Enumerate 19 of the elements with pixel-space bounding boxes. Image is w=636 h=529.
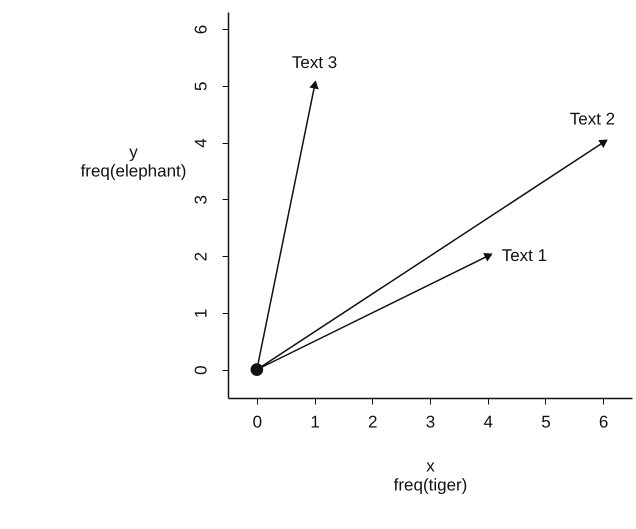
series-label: Text 3 (292, 52, 338, 72)
y-tick-label: 3 (192, 195, 210, 205)
x-axis-title: x freq(tiger) (394, 456, 468, 494)
series-label: Text 1 (502, 246, 548, 266)
x-tick-label: 2 (368, 412, 378, 432)
y-axis-title: y freq(elephant) (80, 142, 186, 180)
x-tick-label: 6 (598, 412, 608, 432)
x-tick-label: 5 (541, 412, 551, 432)
x-tick-label: 4 (483, 412, 493, 432)
y-tick-label: 6 (192, 24, 210, 34)
x-tick-label: 1 (310, 412, 320, 432)
y-tick-label: 4 (192, 138, 210, 148)
series-label: Text 2 (570, 110, 616, 129)
x-tick-label: 3 (426, 412, 436, 432)
y-tick-label: 5 (192, 82, 210, 92)
y-tick-label: 2 (192, 252, 210, 262)
y-tick-label: 1 (192, 308, 210, 318)
y-tick-label: 0 (192, 365, 210, 375)
x-tick-label: 0 (252, 412, 262, 432)
